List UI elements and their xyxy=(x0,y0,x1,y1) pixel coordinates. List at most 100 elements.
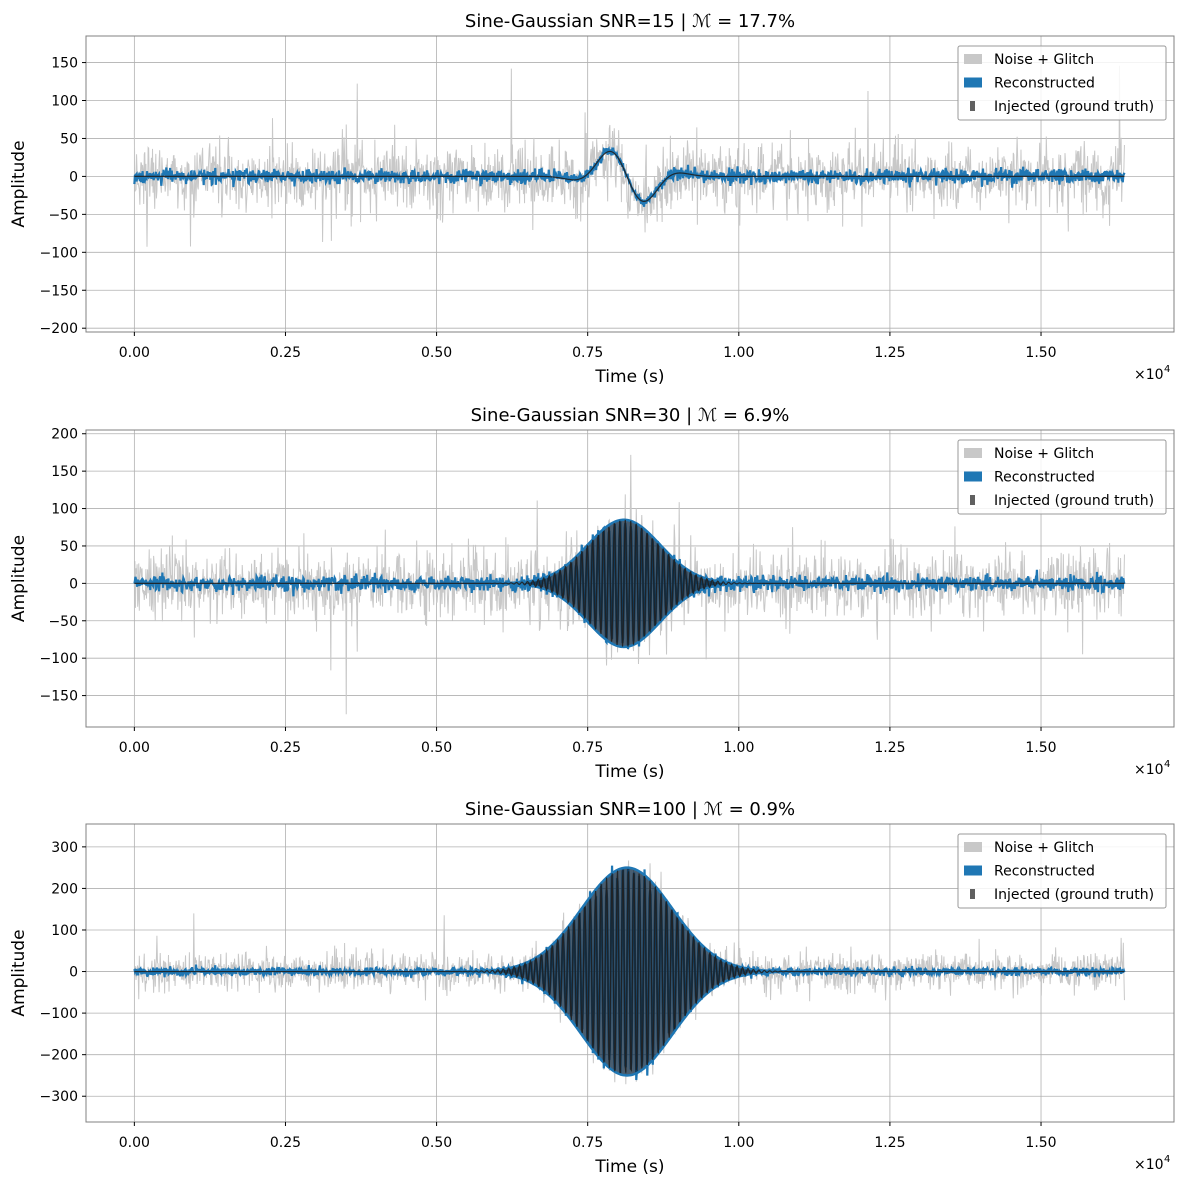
chart-title: Sine-Gaussian SNR=15 | ℳ = 17.7% xyxy=(465,11,795,32)
y-tick-label: 150 xyxy=(51,464,78,480)
x-axis-multiplier: ×10 xyxy=(1134,367,1164,383)
x-tick-label: 0.50 xyxy=(421,1135,452,1151)
plot-area xyxy=(133,65,1126,247)
legend-label: Reconstructed xyxy=(994,76,1095,92)
x-tick-label: 1.25 xyxy=(874,345,905,361)
y-tick-label: −300 xyxy=(40,1089,78,1105)
legend-swatch-injected xyxy=(970,101,975,111)
y-tick-label: −100 xyxy=(40,1006,78,1022)
y-ticks: −300 −200 −100 0 100 200 300 xyxy=(40,840,86,1105)
legend-swatch-noise xyxy=(964,448,982,458)
x-tick-label: 0.50 xyxy=(421,345,452,361)
x-ticks: 0.00 0.25 0.50 0.75 1.00 1.25 1.50 xyxy=(119,332,1057,361)
legend-label: Injected (ground truth) xyxy=(994,493,1154,509)
y-axis-label: Amplitude xyxy=(9,929,29,1016)
y-tick-label: 150 xyxy=(51,56,78,72)
y-tick-label: 200 xyxy=(51,427,78,443)
x-axis-label: Time (s) xyxy=(594,367,664,387)
legend-label: Reconstructed xyxy=(994,470,1095,486)
series-injected xyxy=(134,150,1125,202)
x-axis-label: Time (s) xyxy=(594,1157,664,1177)
series-injected xyxy=(134,869,1125,1074)
y-tick-label: −150 xyxy=(40,283,78,299)
legend-swatch-reconstructed xyxy=(964,77,982,88)
y-tick-label: 200 xyxy=(51,881,78,897)
y-ticks: −150 −100 −50 0 50 100 150 200 xyxy=(40,427,86,705)
chart-panel-3: 0.00 0.25 0.50 0.75 1.00 1.25 1.50 −300 −200 −100… xyxy=(9,799,1175,1177)
y-tick-label: −50 xyxy=(48,614,78,630)
x-tick-label: 1.00 xyxy=(723,740,754,756)
y-tick-label: −150 xyxy=(40,689,78,705)
axes-frame xyxy=(85,429,1175,728)
y-tick-label: 0 xyxy=(69,965,78,981)
y-tick-label: 50 xyxy=(60,539,78,555)
plot-area xyxy=(133,860,1126,1085)
x-axis-multiplier-exponent: 4 xyxy=(1164,759,1170,770)
x-tick-label: 0.50 xyxy=(421,740,452,756)
legend-swatch-noise xyxy=(964,842,982,852)
x-tick-label: 1.25 xyxy=(874,1135,905,1151)
legend-box xyxy=(957,45,1167,121)
chart-panel-2: 0.00 0.25 0.50 0.75 1.00 1.25 1.50 −150 −100 −50 0… xyxy=(9,405,1175,782)
legend-swatch-injected xyxy=(970,889,975,899)
y-tick-label: 100 xyxy=(51,923,78,939)
x-tick-label: 0.75 xyxy=(572,740,603,756)
x-axis-multiplier-exponent: 4 xyxy=(1164,1154,1170,1165)
legend-label: Noise + Glitch xyxy=(994,840,1094,856)
legend-swatch-noise xyxy=(964,54,982,64)
chart-title: Sine-Gaussian SNR=100 | ℳ = 0.9% xyxy=(465,799,795,820)
x-axis-multiplier-exponent: 4 xyxy=(1164,364,1170,375)
x-ticks: 0.00 0.25 0.50 0.75 1.00 1.25 1.50 xyxy=(119,1122,1057,1151)
y-tick-label: 100 xyxy=(51,94,78,110)
x-tick-label: 0.25 xyxy=(270,1135,301,1151)
x-tick-label: 0.25 xyxy=(270,740,301,756)
legend-swatch-reconstructed xyxy=(964,471,982,482)
x-tick-label: 1.00 xyxy=(723,345,754,361)
legend-label: Reconstructed xyxy=(994,864,1095,880)
x-axis-multiplier: ×10 xyxy=(1134,1157,1164,1173)
legend-swatch-reconstructed xyxy=(964,865,982,876)
legend-box xyxy=(957,439,1167,515)
y-tick-label: 300 xyxy=(51,840,78,856)
x-tick-label: 1.50 xyxy=(1025,740,1056,756)
y-ticks: −200 −150 −100 −50 0 50 100 150 xyxy=(40,56,86,337)
legend-label: Noise + Glitch xyxy=(994,446,1094,462)
x-tick-label: 0.75 xyxy=(572,1135,603,1151)
axes-frame xyxy=(85,823,1175,1123)
x-tick-label: 0.75 xyxy=(572,345,603,361)
x-tick-label: 1.50 xyxy=(1025,1135,1056,1151)
plot-area xyxy=(133,454,1126,715)
y-tick-label: −200 xyxy=(40,1048,78,1064)
x-tick-label: 0.00 xyxy=(119,345,150,361)
x-tick-label: 1.50 xyxy=(1025,345,1056,361)
legend-label: Noise + Glitch xyxy=(994,52,1094,68)
x-tick-label: 1.00 xyxy=(723,1135,754,1151)
y-tick-label: −100 xyxy=(40,651,78,667)
y-tick-label: 0 xyxy=(69,169,78,185)
axes-frame xyxy=(85,35,1175,333)
x-ticks: 0.00 0.25 0.50 0.75 1.00 1.25 1.50 xyxy=(119,727,1057,756)
y-tick-label: 100 xyxy=(51,502,78,518)
x-tick-label: 1.25 xyxy=(874,740,905,756)
series-noise-glitch xyxy=(133,65,1125,247)
y-tick-label: 50 xyxy=(60,131,78,147)
x-tick-label: 0.00 xyxy=(119,1135,150,1151)
legend-box xyxy=(957,833,1167,909)
legend-label: Injected (ground truth) xyxy=(994,99,1154,115)
y-axis-label: Amplitude xyxy=(9,140,29,227)
legend: Noise + Glitch Reconstructed Injected (gro… xyxy=(957,439,1167,515)
chart-panel-1: 0.00 0.25 0.50 0.75 1.00 1.25 1.50 −200 −150 −100… xyxy=(9,11,1175,387)
x-axis-label: Time (s) xyxy=(594,762,664,782)
chart-title: Sine-Gaussian SNR=30 | ℳ = 6.9% xyxy=(471,405,790,426)
x-axis-multiplier: ×10 xyxy=(1134,762,1164,778)
legend-swatch-injected xyxy=(970,495,975,505)
x-tick-label: 0.25 xyxy=(270,345,301,361)
y-tick-label: 0 xyxy=(69,576,78,592)
y-tick-label: −50 xyxy=(48,207,78,223)
legend: Noise + Glitch Reconstructed Injected (gro… xyxy=(957,833,1167,909)
y-tick-label: −100 xyxy=(40,245,78,261)
legend-label: Injected (ground truth) xyxy=(994,887,1154,903)
x-tick-label: 0.00 xyxy=(119,740,150,756)
y-tick-label: −200 xyxy=(40,321,78,337)
